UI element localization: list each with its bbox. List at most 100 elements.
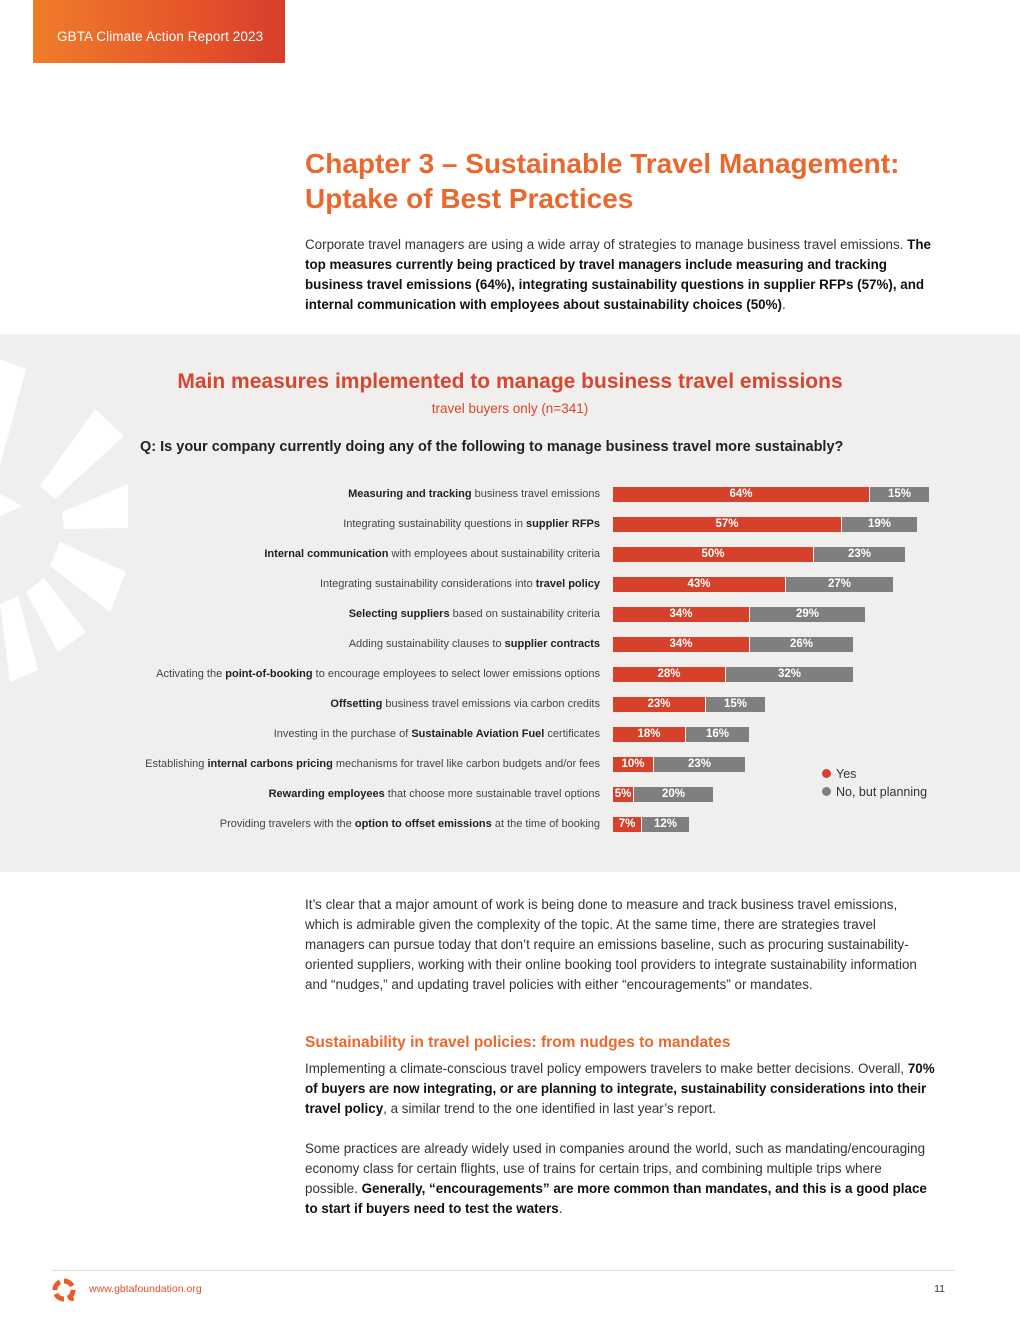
bar-planning: 27% [785,577,893,592]
data-label: 64% [729,488,753,500]
p3-highlight: Generally, “encouragements” are more com… [305,1181,927,1216]
legend-label: Yes [836,767,857,781]
bar-yes: 43% [613,577,785,592]
category-label-text: business travel emissions via carbon cre… [382,698,600,710]
bar-yes: 57% [613,517,841,532]
data-label: 10% [621,758,645,770]
legend-dot-icon [822,787,831,796]
bar-yes: 5% [613,787,633,802]
category-label: Integrating sustainability questions in … [343,518,600,530]
category-label: Adding sustainability clauses to supplie… [349,638,600,650]
data-label: 18% [637,728,661,740]
data-label: 15% [887,488,912,500]
category-label: Investing in the purchase of Sustainable… [274,728,600,740]
chart-subtitle: travel buyers only (n=341) [431,401,589,416]
category-label: Selecting suppliers based on sustainabil… [349,608,600,620]
data-label: 57% [715,518,739,530]
category-label: Offsetting business travel emissions via… [330,698,600,710]
category-label-emphasis: supplier RFPs [526,518,600,530]
category-label-text: Providing travelers with the [219,818,355,830]
chart-title: Main measures implemented to manage busi… [177,370,843,393]
chapter-title-line-2: Uptake of Best Practices [305,183,634,214]
bar-planning: 32% [725,667,853,682]
chapter-title-line-1: Chapter 3 – Sustainable Travel Managemen… [305,148,900,179]
data-label: 23% [687,758,712,770]
category-label-emphasis: Sustainable Aviation Fuel [411,728,545,740]
chapter-title: Chapter 3 – Sustainable Travel Managemen… [305,146,945,216]
body-paragraph-2: Implementing a climate-conscious travel … [305,1059,935,1119]
category-label-emphasis: Measuring and tracking [348,488,472,500]
data-label: 27% [827,578,852,590]
intro-text: Corporate travel managers are using a wi… [305,237,908,252]
data-label: 43% [687,578,711,590]
category-label-text: Activating the [156,668,226,680]
bar-yes: 23% [613,697,705,712]
bar-planning: 26% [749,637,853,652]
intro-end: . [781,297,786,312]
legend-item: No, but planning [822,785,927,799]
p3-text: Some practices are already widely used i… [305,1141,926,1196]
bar-planning: 23% [813,547,905,562]
chart-panel: Main measures implemented to manage busi… [0,334,1020,872]
category-label-text: Integrating sustainability consideration… [319,578,536,590]
data-label: 5% [614,788,632,800]
category-label-text: based on sustainability criteria [449,608,600,620]
category-label: Integrating sustainability consideration… [320,578,600,590]
category-label-text: Integrating sustainability questions in [343,518,527,530]
category-label: Providing travelers with the option to o… [220,818,600,830]
data-label: 34% [669,608,693,620]
bar-planning: 29% [749,607,865,622]
category-label-emphasis: Selecting suppliers [348,608,450,620]
category-label-text: with employees about sustainability crit… [388,548,601,560]
bar-planning: 23% [653,757,745,772]
data-label: 23% [847,548,872,560]
bar-planning: 15% [869,487,929,502]
data-label: 28% [657,668,681,680]
category-label-text: that choose more sustainable travel opti… [384,788,600,800]
bar-planning: 19% [841,517,917,532]
report-header-tab: GBTA Climate Action Report 2023 [33,0,285,63]
data-label: 7% [618,818,636,830]
intro-paragraph: Corporate travel managers are using a wi… [305,235,935,315]
category-label-text: Adding sustainability clauses to [348,638,505,650]
intro-highlight: The top measures currently being practic… [305,237,931,312]
body-paragraph-3: Some practices are already widely used i… [305,1139,935,1219]
bar-yes: 10% [613,757,653,772]
chart-question: Q: Is your company currently doing any o… [140,439,844,455]
category-label-text: mechanisms for travel like carbon budget… [332,758,600,770]
data-label: 16% [705,728,730,740]
data-label: 15% [723,698,748,710]
bar-yes: 18% [613,727,685,742]
category-label: Establishing internal carbons pricing me… [145,758,600,770]
category-label-text: business travel emissions [471,488,600,500]
bar-planning: 15% [705,697,765,712]
category-label-text: Establishing [145,758,208,770]
data-label: 50% [701,548,725,560]
data-label: 29% [795,608,820,620]
sunburst-decoration-icon [0,359,128,682]
category-label: Rewarding employees that choose more sus… [269,788,600,800]
category-label-text: to encourage employees to select lower e… [312,668,600,680]
bar-yes: 34% [613,637,749,652]
data-label: 12% [653,818,678,830]
category-label-text: Investing in the purchase of [273,728,412,740]
bar-planning: 12% [641,817,689,832]
category-label-emphasis: Rewarding employees [268,788,385,800]
data-label: 32% [777,668,802,680]
footer-link[interactable]: www.gbtafoundation.org [89,1283,202,1295]
bar-chart: Measuring and tracking business travel e… [0,334,1020,872]
footer-divider [52,1270,955,1271]
legend-label: No, but planning [836,785,928,799]
data-label: 20% [661,788,686,800]
bar-yes: 34% [613,607,749,622]
section-heading: Sustainability in travel policies: from … [305,1034,731,1051]
category-label-text: certificates [544,728,600,740]
chart-legend: Yes No, but planning [822,767,927,803]
bar-planning: 16% [685,727,749,742]
category-label: Measuring and tracking business travel e… [348,488,600,500]
p2-text-2: , a similar trend to the one identified … [383,1101,717,1116]
category-label-emphasis: Internal communication [264,548,389,560]
category-label-emphasis: internal carbons pricing [207,758,333,770]
p2-highlight: 70% of buyers are now integrating, or ar… [305,1061,935,1116]
bar-yes: 7% [613,817,641,832]
